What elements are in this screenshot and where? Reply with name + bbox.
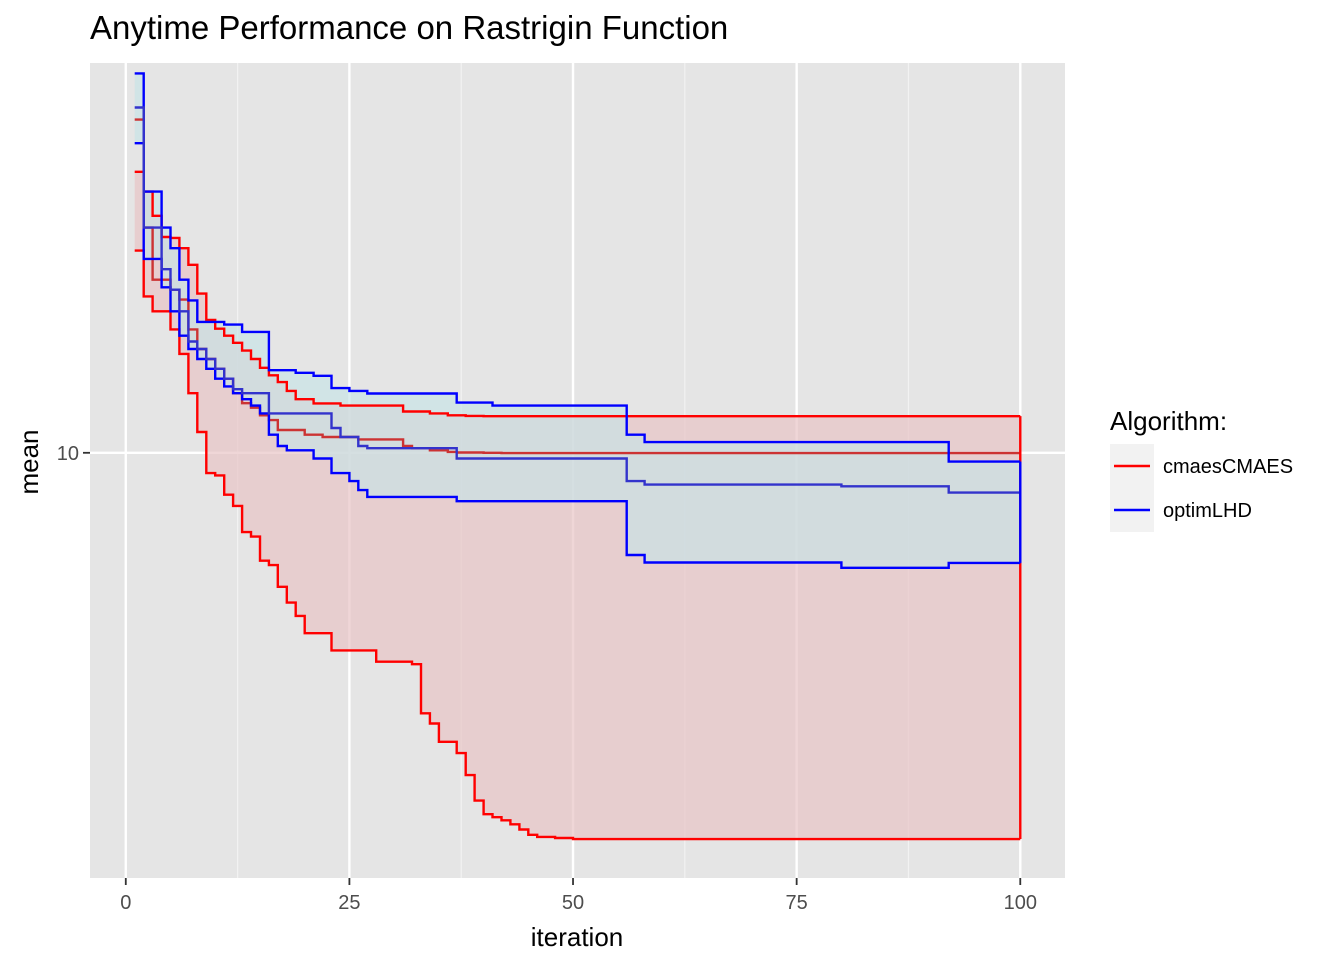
legend: Algorithm: cmaesCMAES optimLHD — [1110, 406, 1293, 532]
series-bands — [134, 73, 1021, 840]
x-tick-label-2: 50 — [562, 892, 584, 914]
legend-label-0: cmaesCMAES — [1163, 456, 1293, 478]
x-axis-title: iteration — [531, 922, 624, 952]
axis-ticks: 0 25 50 75 100 10 — [57, 443, 1037, 914]
x-tick-label-4: 100 — [1004, 892, 1037, 914]
cmaesCMAES-upper-line — [134, 170, 1021, 418]
cmaesCMAES-lower-line — [134, 249, 1021, 841]
legend-label-1: optimLHD — [1163, 500, 1252, 522]
series-lines — [134, 72, 1022, 841]
x-tick-label-3: 75 — [786, 892, 808, 914]
legend-title: Algorithm: — [1110, 406, 1227, 436]
optimLHD-ribbon — [134, 73, 1021, 568]
optimLHD-upper-line — [134, 72, 1021, 463]
x-tick-label-0: 0 — [120, 892, 131, 914]
chart-title: Anytime Performance on Rastrigin Functio… — [90, 9, 728, 46]
y-tick-label-0: 10 — [57, 443, 79, 465]
optimLHD-lower-line — [134, 142, 1021, 569]
legend-items: cmaesCMAES optimLHD — [1110, 444, 1293, 532]
cmaesCMAES-ribbon — [134, 171, 1021, 840]
y-axis-title: mean — [14, 429, 44, 494]
x-tick-label-1: 25 — [338, 892, 360, 914]
optimLHD-mean-line — [134, 106, 1021, 494]
